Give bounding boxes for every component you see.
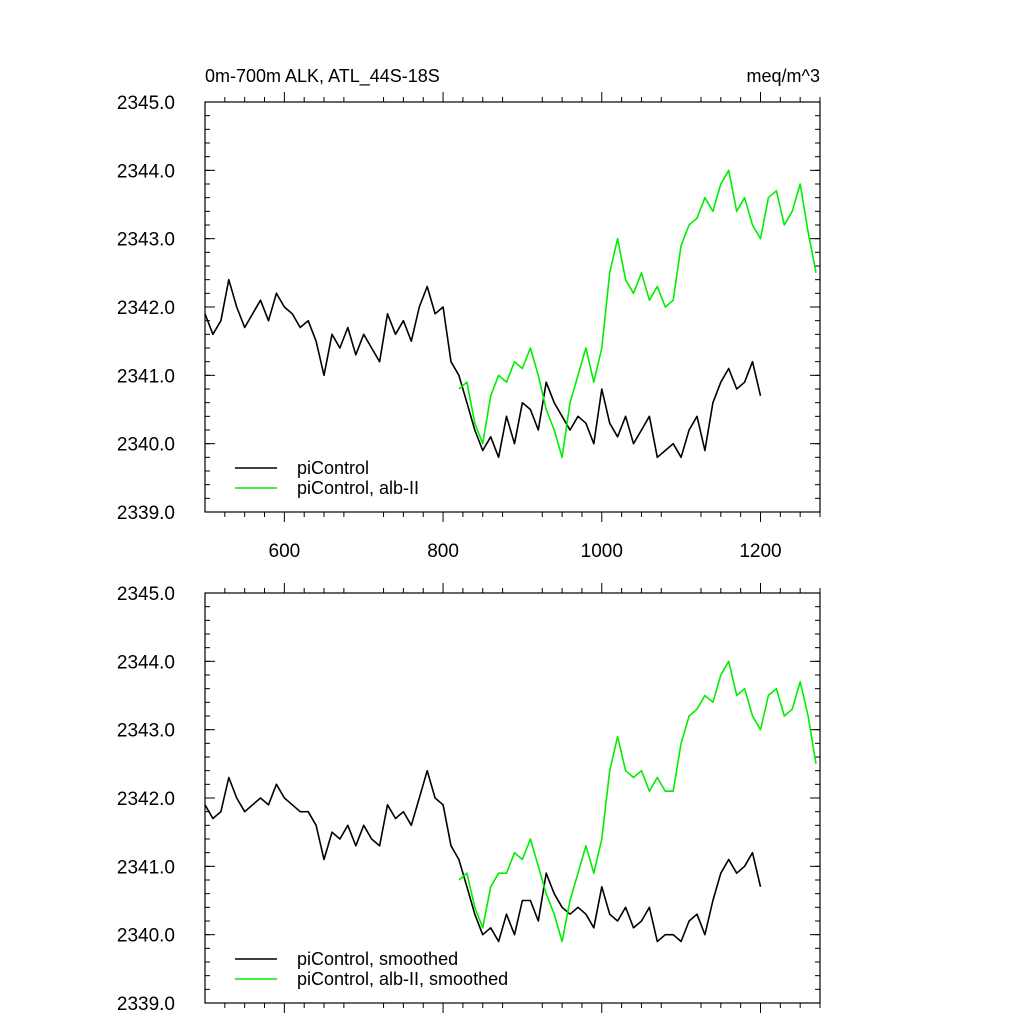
bottom-series-line-picontrol-alb-ii — [458, 660, 817, 943]
top-plot-frame — [204, 101, 821, 513]
top-x-tick-label: 1000 — [581, 541, 623, 562]
top-series-line-picontrol-alb-ii — [458, 169, 817, 459]
bottom-legend-label: piControl, alb-II, smoothed — [297, 969, 508, 989]
bottom-y-tick-label: 2342.0 — [117, 789, 175, 810]
bottom-y-tick-label: 2340.0 — [117, 926, 175, 947]
top-axes: 2339.0 2340.0 2341.0 2342.0 2343.0 2344.0 2345… — [117, 92, 821, 562]
top-legend-label: piControl, alb-II — [297, 478, 419, 498]
top-x-tick-label: 1200 — [739, 541, 781, 562]
top-plot-lines — [204, 169, 817, 459]
top-y-tick-label: 2345.0 — [117, 93, 175, 114]
bottom-y-tick-label: 2343.0 — [117, 721, 175, 742]
chart-title: 0m-700m ALK, ATL_44S-18S — [205, 66, 440, 87]
bottom-legend-label: piControl, smoothed — [297, 949, 458, 969]
bottom-plot-frame — [204, 592, 821, 1004]
top-y-tick-label: 2341.0 — [117, 366, 175, 387]
top-series-line-picontrol — [204, 278, 762, 459]
top-x-tick-label: 600 — [269, 541, 301, 562]
top-y-tick-label: 2343.0 — [117, 230, 175, 251]
bottom-y-tick-label: 2341.0 — [117, 857, 175, 878]
bottom-y-tick-label: 2344.0 — [117, 652, 175, 673]
top-panel: 0m-700m ALK, ATL_44S-18S meq/m^3 2339.02… — [117, 66, 821, 562]
chart-units: meq/m^3 — [747, 66, 820, 86]
bottom-panel: 2339.0 2340.0 2341.0 2342.0 2343.0 2344.0 2345… — [117, 583, 821, 1015]
bottom-series-line-picontrol — [204, 769, 762, 943]
top-legend-label: piControl — [297, 458, 369, 478]
top-y-tick-label: 2340.0 — [117, 435, 175, 456]
top-y-tick-label: 2342.0 — [117, 298, 175, 319]
top-y-tick-label: 2344.0 — [117, 161, 175, 182]
top-x-tick-label: 800 — [427, 541, 459, 562]
top-y-tick-label: 2339.0 — [117, 503, 175, 524]
bottom-y-tick-label: 2345.0 — [117, 584, 175, 605]
bottom-y-tick-label: 2339.0 — [117, 994, 175, 1015]
bottom-plot-lines — [204, 660, 817, 943]
bottom-axes: 2339.0 2340.0 2341.0 2342.0 2343.0 2344.0 2345… — [117, 583, 821, 1015]
